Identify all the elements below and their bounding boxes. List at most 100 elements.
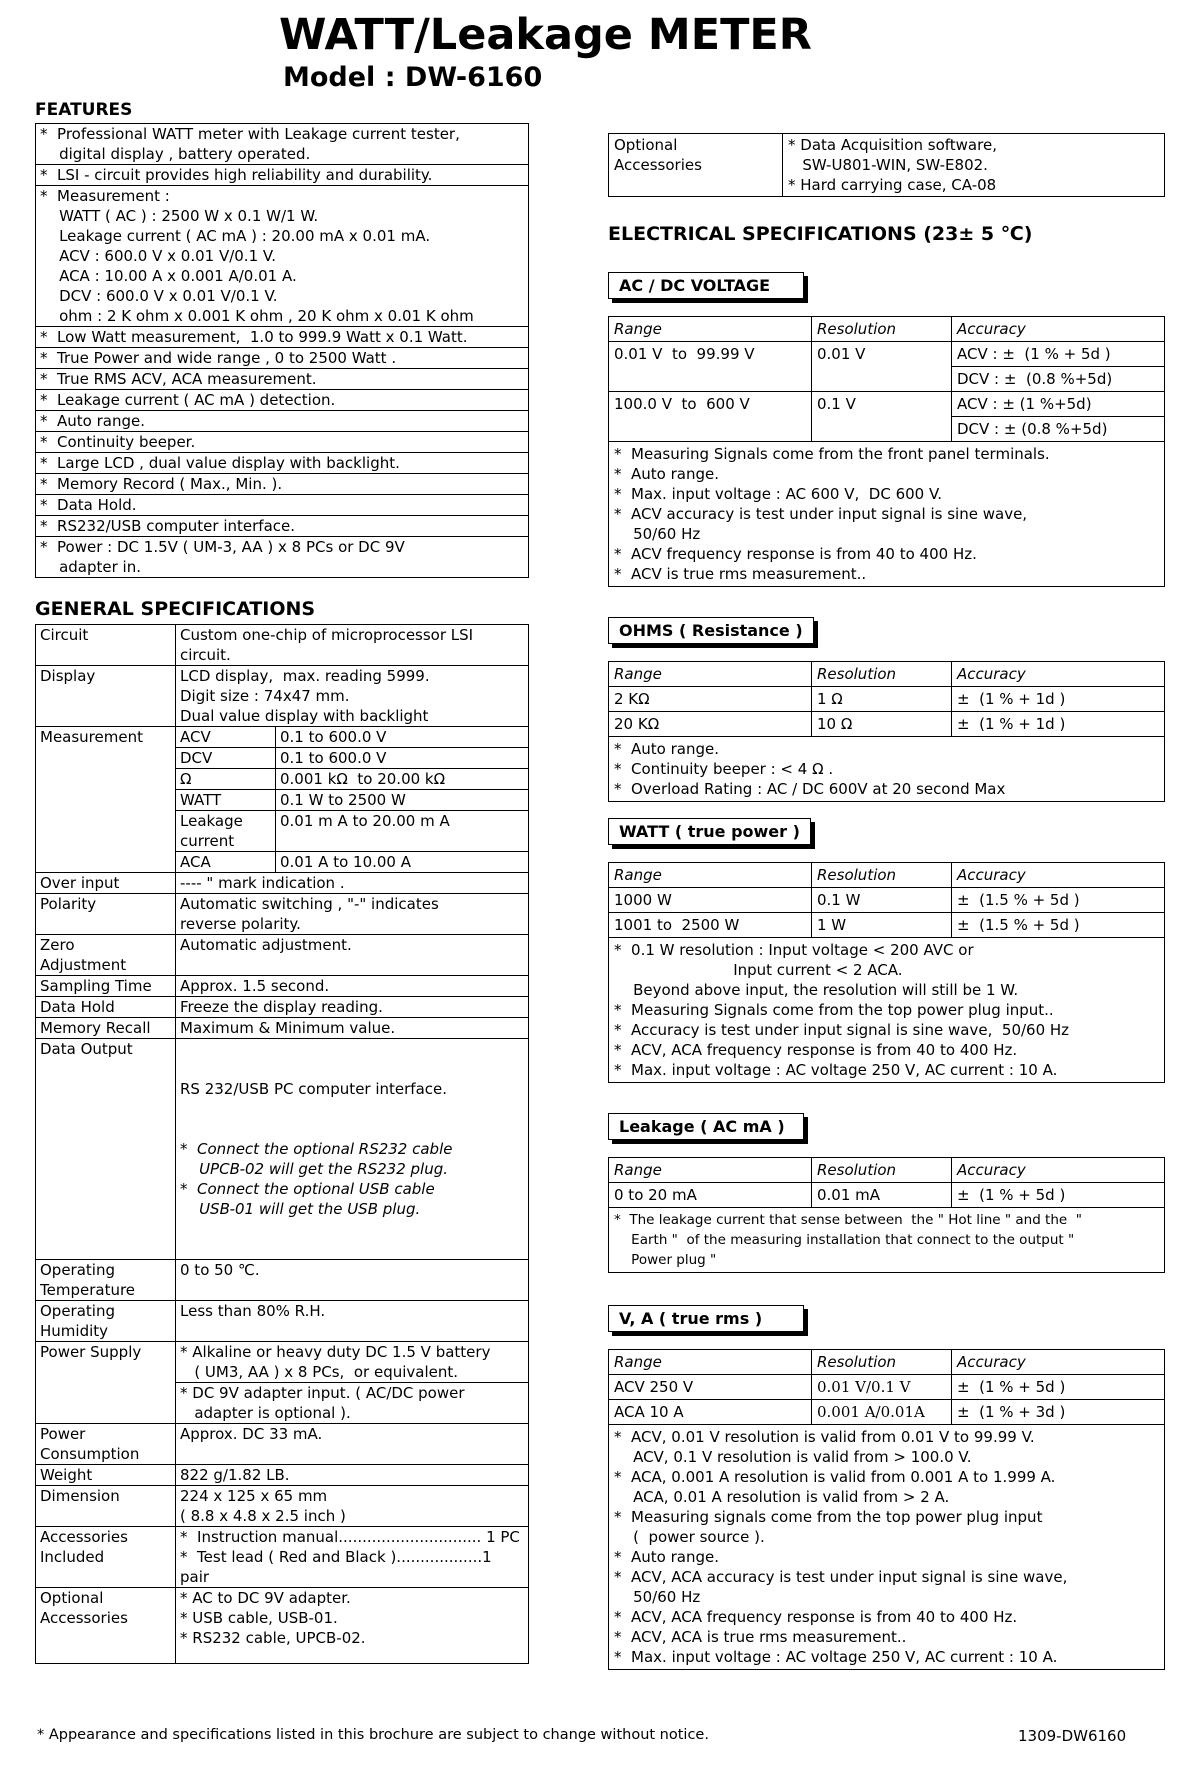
power-consumption-label: Power Consumption xyxy=(35,1423,176,1465)
memory-recall-label: Memory Recall xyxy=(35,1017,176,1039)
watt-section-header: WATT ( true power ) xyxy=(608,818,811,845)
measurement-ohm-label: Ω xyxy=(175,768,276,790)
feature-row: * Continuity beeper. xyxy=(36,431,528,452)
memory-recall-value: Maximum & Minimum value. xyxy=(175,1017,529,1039)
data-output-notes: * Connect the optional RS232 cable UPCB-… xyxy=(180,1140,453,1218)
acdc-voltage-table: Range Resolution Accuracy 0.01 V to 99.9… xyxy=(608,316,1165,587)
resolution-cell: 1 W xyxy=(811,912,952,938)
leakage-section-header: Leakage ( AC mA ) xyxy=(608,1113,804,1140)
measurement-aca-label: ACA xyxy=(175,851,276,873)
accuracy-cell: ± (1.5 % + 5d ) xyxy=(951,912,1165,938)
range-header: Range xyxy=(608,661,812,687)
accuracy-header: Accuracy xyxy=(951,862,1165,888)
over-input-label: Over input xyxy=(35,872,176,894)
accuracy-dcv-cell: DCV : ± (0.8 %+5d) xyxy=(951,366,1165,392)
range-header: Range xyxy=(608,862,812,888)
electrical-specifications-heading: ELECTRICAL SPECIFICATIONS (23± 5 ℃) xyxy=(608,223,1033,245)
accuracy-header: Accuracy xyxy=(951,1157,1165,1183)
ohms-table: Range Resolution Accuracy 2 KΩ 1 Ω ± (1 … xyxy=(608,661,1165,802)
operating-temperature-label: Operating Temperature xyxy=(35,1259,176,1301)
accuracy-cell: ± (1 % + 5d ) xyxy=(951,1374,1165,1400)
polarity-value: Automatic switching , "-" indicates reve… xyxy=(175,893,529,935)
feature-row: * Auto range. xyxy=(36,410,528,431)
accessories-included-label: Accessories Included xyxy=(35,1526,176,1588)
measurement-dcv-label: DCV xyxy=(175,747,276,769)
leakage-table: Range Resolution Accuracy 0 to 20 mA 0.0… xyxy=(608,1157,1165,1273)
zero-adjustment-value: Automatic adjustment. xyxy=(175,934,529,976)
circuit-label: Circuit xyxy=(35,624,176,666)
feature-row: * Low Watt measurement, 1.0 to 999.9 Wat… xyxy=(36,326,528,347)
power-consumption-value: Approx. DC 33 mA. xyxy=(175,1423,529,1465)
feature-row: * Professional WATT meter with Leakage c… xyxy=(40,125,460,163)
measurement-label: Measurement xyxy=(35,726,176,873)
range-cell: 100.0 V to 600 V xyxy=(608,391,812,442)
optional-accessories-table: Optional Accessories * Data Acquisition … xyxy=(608,133,1165,197)
operating-humidity-value: Less than 80% R.H. xyxy=(175,1300,529,1342)
accuracy-header: Accuracy xyxy=(951,661,1165,687)
display-value: LCD display, max. reading 5999. Digit si… xyxy=(175,665,529,727)
feature-row: * Power : DC 1.5V ( UM-3, AA ) x 8 PCs o… xyxy=(36,536,528,577)
resolution-cell: 1 Ω xyxy=(811,686,952,712)
power-supply-label: Power Supply xyxy=(35,1341,176,1424)
feature-row: * Leakage current ( AC mA ) detection. xyxy=(36,389,528,410)
power-supply-adapter: * DC 9V adapter input. ( AC/DC power ada… xyxy=(175,1382,529,1424)
notes-cell: * 0.1 W resolution : Input voltage < 200… xyxy=(608,937,1165,1083)
model-subtitle: Model : DW-6160 xyxy=(283,62,543,93)
feature-row: * RS232/USB computer interface. xyxy=(36,515,528,536)
accessories-included-value: * Instruction manual....................… xyxy=(175,1526,529,1588)
notes-cell: * The leakage current that sense between… xyxy=(608,1207,1165,1273)
data-hold-label: Data Hold xyxy=(35,996,176,1018)
features-heading: FEATURES xyxy=(35,100,133,120)
data-output-value: RS 232/USB PC computer interface. * Conn… xyxy=(175,1038,529,1260)
resolution-header: Resolution xyxy=(811,316,952,342)
notes-cell: * ACV, 0.01 V resolution is valid from 0… xyxy=(608,1424,1165,1670)
range-cell: 1000 W xyxy=(608,887,812,913)
accuracy-header: Accuracy xyxy=(951,1349,1165,1375)
weight-label: Weight xyxy=(35,1464,176,1486)
measurement-aca-range: 0.01 A to 10.00 A xyxy=(275,851,529,873)
accuracy-cell: ± (1 % + 3d ) xyxy=(951,1399,1165,1425)
feature-row: * True Power and wide range , 0 to 2500 … xyxy=(36,347,528,368)
range-cell: 2 KΩ xyxy=(608,686,812,712)
accuracy-dcv-cell: DCV : ± (0.8 %+5d) xyxy=(951,416,1165,442)
optional-accessories-label: Optional Accessories xyxy=(35,1587,176,1664)
notes-cell: * Auto range. * Continuity beeper : < 4 … xyxy=(608,736,1165,802)
dimension-label: Dimension xyxy=(35,1485,176,1527)
resolution-cell: 0.01 V/0.1 V xyxy=(811,1374,952,1400)
measurement-watt-range: 0.1 W to 2500 W xyxy=(275,789,529,811)
resolution-cell: 0.01 mA xyxy=(811,1182,952,1208)
feature-row: * Measurement : WATT ( AC ) : 2500 W x 0… xyxy=(36,185,528,326)
feature-row: * Large LCD , dual value display with ba… xyxy=(36,452,528,473)
range-cell: ACA 10 A xyxy=(608,1399,812,1425)
optional-accessories-top-value: * Data Acquisition software, SW-U801-WIN… xyxy=(782,133,1165,197)
watt-table: Range Resolution Accuracy 1000 W 0.1 W ±… xyxy=(608,862,1165,1083)
range-cell: 0.01 V to 99.99 V xyxy=(608,341,812,392)
zero-adjustment-label: Zero Adjustment xyxy=(35,934,176,976)
resolution-cell: 0.1 W xyxy=(811,887,952,913)
measurement-ohm-range: 0.001 kΩ to 20.00 kΩ xyxy=(275,768,529,790)
measurement-acv-label: ACV xyxy=(175,726,276,748)
optional-accessories-top-label: Optional Accessories xyxy=(608,133,783,197)
range-header: Range xyxy=(608,1349,812,1375)
general-specifications-table: Circuit Custom one-chip of microprocesso… xyxy=(35,624,529,1664)
feature-row: * Data Hold. xyxy=(36,494,528,515)
accuracy-cell: ± (1 % + 1d ) xyxy=(951,686,1165,712)
feature-row: * True RMS ACV, ACA measurement. xyxy=(36,368,528,389)
feature-row: * Memory Record ( Max., Min. ). xyxy=(36,473,528,494)
weight-value: 822 g/1.82 LB. xyxy=(175,1464,529,1486)
footer-disclaimer: * Appearance and specifications listed i… xyxy=(37,1727,709,1743)
acdc-voltage-section-header: AC / DC VOLTAGE xyxy=(608,272,804,299)
resolution-cell: 0.1 V xyxy=(811,391,952,442)
dimension-value: 224 x 125 x 65 mm ( 8.8 x 4.8 x 2.5 inch… xyxy=(175,1485,529,1527)
over-input-value: ---- " mark indication . xyxy=(175,872,529,894)
resolution-header: Resolution xyxy=(811,1157,952,1183)
measurement-acv-range: 0.1 to 600.0 V xyxy=(275,726,529,748)
resolution-cell: 10 Ω xyxy=(811,711,952,737)
range-header: Range xyxy=(608,316,812,342)
circuit-value: Custom one-chip of microprocessor LSI ci… xyxy=(175,624,529,666)
range-cell: 0 to 20 mA xyxy=(608,1182,812,1208)
data-output-label: Data Output xyxy=(35,1038,176,1260)
accuracy-acv-cell: ACV : ± (1 % + 5d ) xyxy=(951,341,1165,367)
data-hold-value: Freeze the display reading. xyxy=(175,996,529,1018)
